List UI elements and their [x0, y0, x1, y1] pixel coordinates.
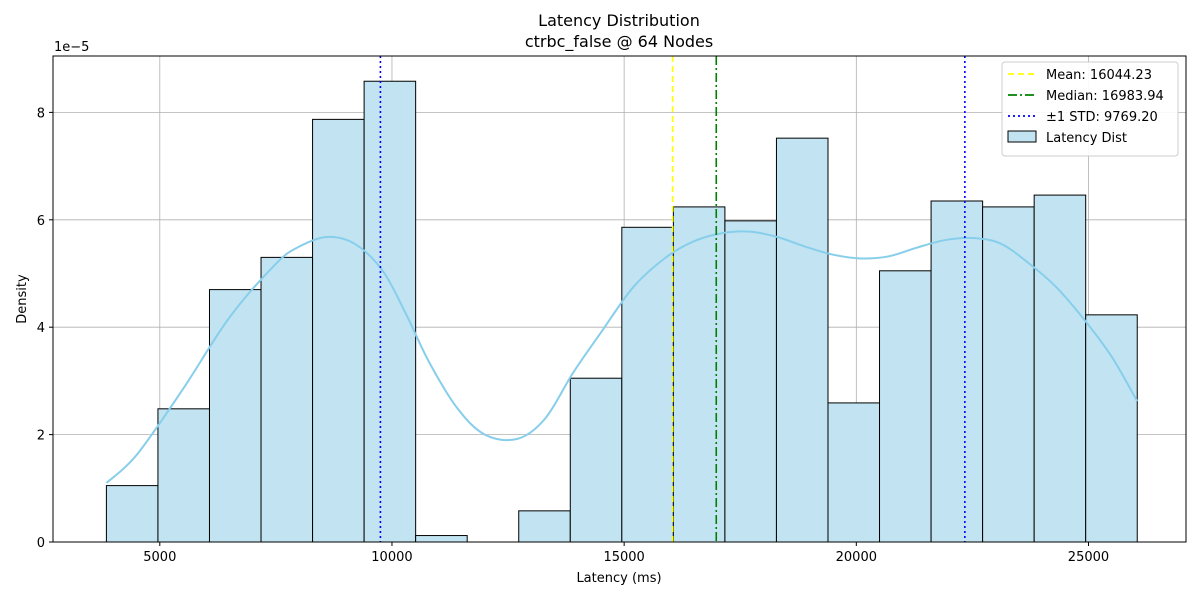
- histogram-bar: [672, 206, 726, 543]
- histogram-bar: [724, 220, 777, 543]
- histogram-bar: [518, 510, 571, 543]
- histogram-bars: [105, 80, 1138, 543]
- x-tick-label: 15000: [603, 550, 644, 565]
- histogram-bar: [260, 256, 314, 543]
- histogram-bar: [157, 408, 210, 543]
- chart-subtitle: ctrbc_false @ 64 Nodes: [525, 32, 713, 52]
- kde-curve-layer: [105, 230, 1139, 484]
- legend-label: ±1 STD: 9769.20: [1046, 110, 1158, 125]
- legend-box: [1001, 61, 1179, 157]
- histogram-bar: [1033, 194, 1087, 543]
- legend-swatch: [1007, 130, 1037, 143]
- kde-curve: [105, 230, 1139, 484]
- histogram-bar: [105, 485, 159, 543]
- axis-ticks: 5000 10000 15000 20000 25000 0 2 4 6 8: [37, 106, 1109, 565]
- histogram-bar: [775, 137, 829, 543]
- histogram-bar: [208, 289, 262, 543]
- y-axis-label: Density: [15, 274, 30, 324]
- legend-label: Median: 16983.94: [1046, 89, 1164, 104]
- x-tick-label: 25000: [1068, 550, 1109, 565]
- reference-lines: [379, 56, 966, 542]
- y-tick-label: 2: [37, 429, 45, 444]
- histogram-bar: [415, 535, 468, 543]
- chart-title: Latency Distribution: [538, 11, 700, 30]
- legend-label: Mean: 16044.23: [1046, 68, 1152, 83]
- x-axis-label: Latency (ms): [576, 571, 661, 586]
- x-tick-label: 10000: [371, 550, 412, 565]
- histogram-bar: [312, 118, 365, 543]
- histogram-bar: [569, 377, 623, 543]
- y-tick-label: 4: [37, 321, 45, 336]
- y-tick-label: 8: [37, 106, 45, 121]
- plot-frame: [52, 55, 1187, 543]
- histogram-bar: [363, 80, 417, 543]
- legend-label: Latency Dist: [1046, 131, 1127, 146]
- legend: Mean: 16044.23 Median: 16983.94 ±1 STD: 97…: [1001, 61, 1179, 157]
- x-tick-label: 20000: [836, 550, 877, 565]
- histogram-bar: [827, 402, 881, 543]
- histogram-bar: [621, 226, 674, 543]
- histogram-bar: [930, 200, 984, 543]
- y-tick-label: 6: [37, 214, 45, 229]
- histogram-bar: [879, 270, 932, 543]
- x-tick-label: 5000: [143, 550, 176, 565]
- histogram-bar: [982, 206, 1035, 543]
- histogram-bar: [1085, 314, 1138, 543]
- y-scale-label: 1e−5: [54, 40, 89, 55]
- y-tick-label: 0: [37, 536, 45, 551]
